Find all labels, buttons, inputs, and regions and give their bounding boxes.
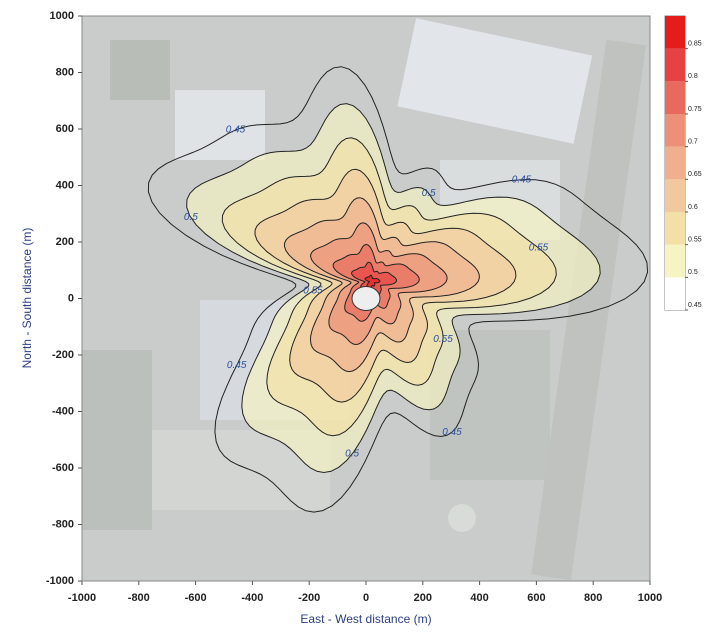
colorbar-segment: [665, 277, 685, 310]
y-tick-label: -600: [52, 462, 74, 474]
contour-label: 0.45: [226, 125, 246, 136]
colorbar-segment: [665, 48, 685, 82]
contour-label: 0.45: [227, 360, 247, 371]
contour-line: [147, 66, 649, 513]
contour-label: 0.5: [345, 449, 359, 460]
x-tick-label: 800: [584, 592, 602, 604]
source-area: [351, 286, 381, 311]
colorbar-tick-label: 0.85: [688, 41, 702, 48]
colorbar-tick-label: 0.7: [688, 139, 698, 146]
contour-line: [364, 274, 381, 289]
x-tick-label: 400: [470, 592, 488, 604]
colorbar-segment: [665, 244, 685, 278]
y-tick-label: -400: [52, 405, 74, 417]
colorbar-tick-label: 0.45: [688, 302, 702, 309]
contour-label: 0.5: [422, 188, 436, 199]
x-tick-label: 600: [527, 592, 545, 604]
colorbar-tick-label: 0.55: [688, 237, 702, 244]
y-tick-label: 800: [56, 66, 74, 78]
y-tick-label: -1000: [46, 575, 74, 587]
contour-label: 0.45: [512, 174, 532, 185]
y-tick-label: 200: [56, 236, 74, 248]
contour-label: 0.5: [184, 212, 198, 223]
y-tick-label: -800: [52, 518, 74, 530]
colorbar-segment: [665, 179, 685, 212]
y-tick-label: 400: [56, 179, 74, 191]
colorbar-segment: [665, 146, 685, 180]
x-tick-label: 0: [363, 592, 369, 604]
y-axis-label: North - South distance (m): [20, 228, 34, 369]
colorbar-segment: [665, 81, 685, 114]
contour-label: 0.45: [442, 427, 462, 438]
x-tick-label: -400: [241, 592, 263, 604]
colorbar-segment: [665, 114, 685, 147]
x-tick-label: -800: [128, 592, 150, 604]
colorbar-tick-label: 0.5: [688, 269, 698, 276]
y-tick-label: 1000: [50, 10, 74, 22]
colorbar-tick-label: 0.65: [688, 171, 702, 178]
y-tick-label: 0: [68, 292, 74, 304]
x-tick-label: 200: [414, 592, 432, 604]
colorbar-tick-label: 0.8: [688, 73, 698, 80]
x-axis-label: East - West distance (m): [300, 612, 431, 626]
x-tick-label: -1000: [68, 592, 96, 604]
x-tick-label: 1000: [638, 592, 662, 604]
y-tick-label: 600: [56, 123, 74, 135]
colorbar-segment: [665, 16, 685, 49]
contour-label: 0.55: [529, 243, 549, 254]
x-tick-label: -200: [298, 592, 320, 604]
colorbar-segment: [665, 212, 685, 245]
y-tick-label: -200: [52, 349, 74, 361]
contour-label: 0.55: [433, 334, 453, 345]
contour-label: 0.55: [303, 286, 323, 297]
contour-layer: 0.45 0.45 0.45 0.45 0.5 0.5 0.5 0.55 0.55 0.55: [147, 66, 649, 513]
x-tick-label: -600: [185, 592, 207, 604]
colorbar-tick-label: 0.6: [688, 204, 698, 211]
colorbar-tick-label: 0.75: [688, 106, 702, 113]
